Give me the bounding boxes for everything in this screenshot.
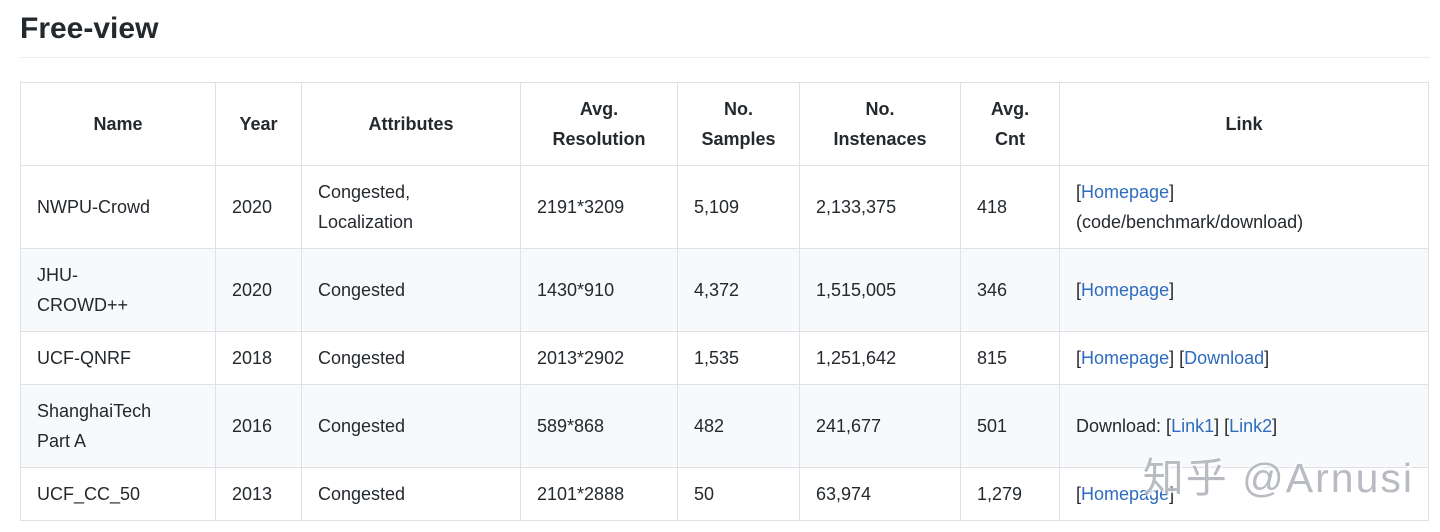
cell-avg_cnt: 1,279 <box>960 467 1060 521</box>
cell-name: UCF-QNRF <box>20 331 216 385</box>
table-row: NWPU-Crowd 2020 Congested, Localization 219… <box>20 165 1429 249</box>
cell-link: [Homepage] <box>1059 248 1429 332</box>
cell-no_instances: 63,974 <box>799 467 961 521</box>
cell-no_samples: 1,535 <box>677 331 800 385</box>
header-no_instances: No. Instenaces <box>799 82 961 166</box>
link-homepage[interactable]: Homepage <box>1081 182 1170 202</box>
cell-avg_resolution: 2013*2902 <box>520 331 678 385</box>
link-homepage[interactable]: Homepage <box>1081 484 1170 504</box>
cell-attributes: Congested <box>301 248 521 332</box>
header-attributes: Attributes <box>301 82 521 166</box>
link-text: Download: [ <box>1076 416 1172 436</box>
link-text: ] <box>1169 182 1175 202</box>
cell-link: [Homepage] <box>1059 467 1429 521</box>
table-row: UCF-QNRF 2018 Congested 2013*2902 1,535 1,251… <box>20 331 1429 385</box>
link-homepage[interactable]: Homepage <box>1081 280 1170 300</box>
cell-avg_cnt: 815 <box>960 331 1060 385</box>
cell-avg_resolution: 1430*910 <box>520 248 678 332</box>
link-text: ] <box>1264 348 1270 368</box>
cell-no_instances: 1,515,005 <box>799 248 961 332</box>
header-no_samples: No. Samples <box>677 82 800 166</box>
header-avg_resolution: Avg. Resolution <box>520 82 678 166</box>
link-text: [ <box>1076 484 1082 504</box>
header-row: Name Year Attributes Avg. Resolution No. Sam… <box>20 82 1429 166</box>
cell-name: NWPU-Crowd <box>20 165 216 249</box>
cell-name: UCF_CC_50 <box>20 467 216 521</box>
table-body: NWPU-Crowd 2020 Congested, Localization 219… <box>20 165 1429 521</box>
table-row: UCF_CC_50 2013 Congested 2101*2888 50 63,974 1… <box>20 467 1429 521</box>
title-divider <box>20 57 1430 58</box>
cell-attributes: Congested <box>301 331 521 385</box>
cell-link: [Homepage] (code/benchmark/download) <box>1059 165 1429 249</box>
cell-name: ShanghaiTech Part A <box>20 384 216 468</box>
link-text: ] <box>1169 484 1175 504</box>
link-text: ] <box>1169 280 1175 300</box>
cell-no_instances: 1,251,642 <box>799 331 961 385</box>
link-link2[interactable]: Link2 <box>1229 416 1273 436</box>
header-year: Year <box>215 82 302 166</box>
link-text: [ <box>1076 280 1082 300</box>
cell-avg_cnt: 501 <box>960 384 1060 468</box>
link-text: ] [ <box>1214 416 1230 436</box>
cell-avg_cnt: 346 <box>960 248 1060 332</box>
header-avg_cnt: Avg. Cnt <box>960 82 1060 166</box>
cell-avg_resolution: 2101*2888 <box>520 467 678 521</box>
cell-no_samples: 482 <box>677 384 800 468</box>
datasets-table: Name Year Attributes Avg. Resolution No. Sam… <box>20 82 1429 521</box>
link-text: (code/benchmark/download) <box>1076 212 1304 232</box>
cell-year: 2013 <box>215 467 302 521</box>
cell-name: JHU- CROWD++ <box>20 248 216 332</box>
page-title: Free-view <box>20 12 159 45</box>
cell-link: [Homepage] [Download] <box>1059 331 1429 385</box>
header-name: Name <box>20 82 216 166</box>
cell-no_samples: 5,109 <box>677 165 800 249</box>
cell-avg_resolution: 2191*3209 <box>520 165 678 249</box>
cell-link: Download: [Link1] [Link2] <box>1059 384 1429 468</box>
link-homepage[interactable]: Homepage <box>1081 348 1170 368</box>
cell-attributes: Congested <box>301 384 521 468</box>
table-row: ShanghaiTech Part A 2016 Congested 589*868 4… <box>20 384 1429 468</box>
cell-no_instances: 241,677 <box>799 384 961 468</box>
cell-attributes: Congested, Localization <box>301 165 521 249</box>
table-row: JHU- CROWD++ 2020 Congested 1430*910 4,372 1,… <box>20 248 1429 332</box>
link-text: [ <box>1076 182 1082 202</box>
link-download[interactable]: Download <box>1184 348 1265 368</box>
cell-avg_resolution: 589*868 <box>520 384 678 468</box>
cell-no_samples: 4,372 <box>677 248 800 332</box>
cell-no_instances: 2,133,375 <box>799 165 961 249</box>
table-head: Name Year Attributes Avg. Resolution No. Sam… <box>20 82 1429 166</box>
cell-attributes: Congested <box>301 467 521 521</box>
link-text: ] <box>1272 416 1278 436</box>
link-text: [ <box>1076 348 1082 368</box>
cell-year: 2020 <box>215 248 302 332</box>
link-link1[interactable]: Link1 <box>1171 416 1215 436</box>
link-text: ] [ <box>1169 348 1185 368</box>
cell-year: 2020 <box>215 165 302 249</box>
cell-year: 2016 <box>215 384 302 468</box>
cell-avg_cnt: 418 <box>960 165 1060 249</box>
cell-no_samples: 50 <box>677 467 800 521</box>
cell-year: 2018 <box>215 331 302 385</box>
header-link: Link <box>1059 82 1429 166</box>
